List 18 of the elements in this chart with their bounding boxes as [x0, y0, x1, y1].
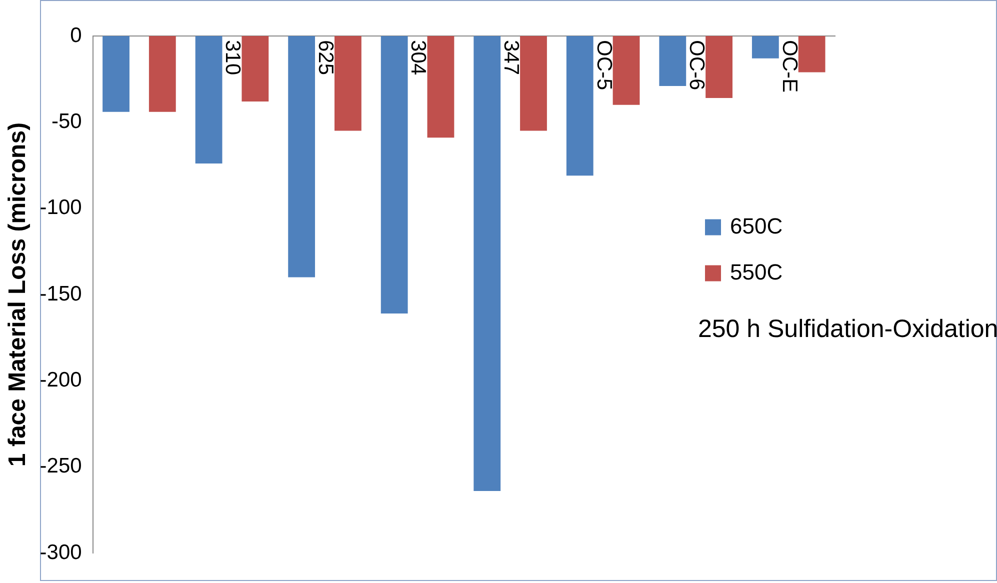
legend-label: 550C — [730, 259, 783, 284]
y-tick-label: 0 — [70, 24, 82, 47]
x-tick-label: 625 — [314, 40, 337, 76]
x-tick-label: OC-6 — [685, 40, 708, 90]
y-tick-label: -200 — [40, 368, 82, 392]
x-tick-label: OC-5 — [592, 40, 616, 90]
x-tick-label: 347 — [500, 40, 523, 76]
y-tick-label: -250 — [40, 454, 82, 478]
y-tick-label: -300 — [40, 540, 82, 564]
annotation: 250 h Sulfidation-Oxidation — [698, 315, 997, 344]
x-tick-label: OC-E — [778, 40, 801, 92]
x-tick-label: 310 — [221, 40, 244, 76]
y-tick-label: -50 — [51, 110, 82, 133]
y-axis-title: 1 face Material Loss (microns) — [4, 122, 32, 467]
y-tick-label: -150 — [40, 282, 82, 306]
y-tick-label: -100 — [40, 196, 82, 220]
x-tick-label: 304 — [406, 40, 430, 76]
legend-label: 650C — [730, 213, 783, 238]
